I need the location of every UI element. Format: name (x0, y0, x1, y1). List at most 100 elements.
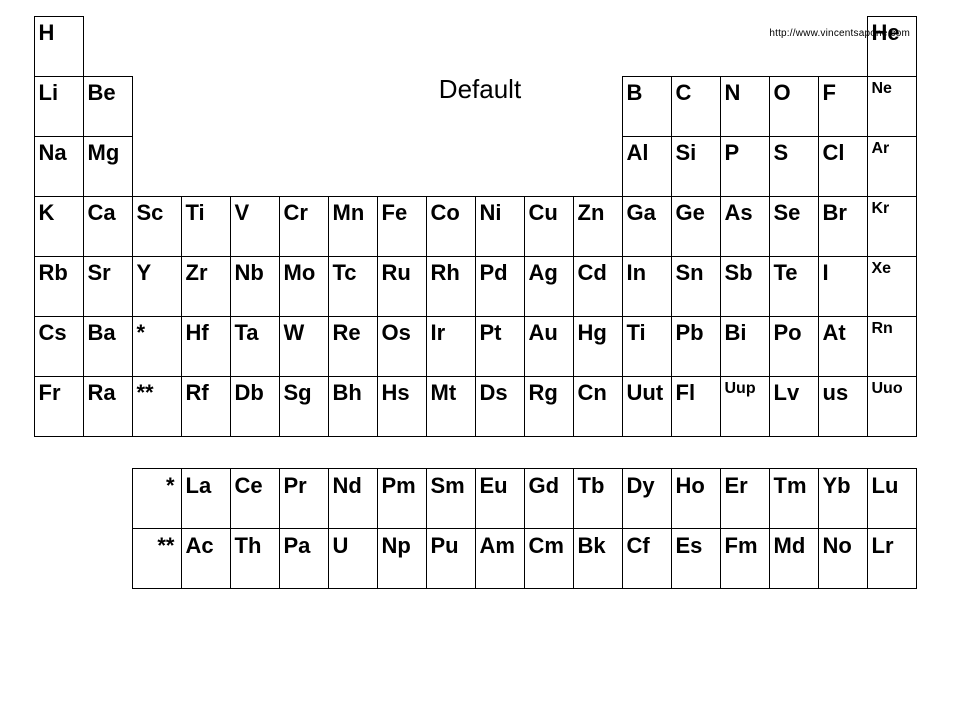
element-cell-k: K (34, 196, 84, 257)
empty-cell (230, 136, 279, 196)
element-cell-rh: Rh (426, 256, 476, 317)
empty-cell (377, 16, 426, 76)
element-cell-br: Br (818, 196, 868, 257)
element-cell-nd: Nd (328, 468, 378, 529)
element-cell-zn: Zn (573, 196, 623, 257)
empty-cell (279, 136, 328, 196)
element-cell-ge: Ge (671, 196, 721, 257)
element-cell-xe: Xe (867, 256, 917, 317)
empty-cell (377, 136, 426, 196)
element-cell-ds: Ds (475, 376, 525, 437)
element-cell-po: Po (769, 316, 819, 377)
element-cell-mo: Mo (279, 256, 329, 317)
empty-cell (230, 16, 279, 76)
empty-cell (573, 136, 622, 196)
element-cell-fe: Fe (377, 196, 427, 257)
element-cell-y: Y (132, 256, 182, 317)
element-cell-bh: Bh (328, 376, 378, 437)
element-cell-zr: Zr (181, 256, 231, 317)
credit-url: http://www.vincentsapone.com (769, 28, 910, 39)
element-cell-fm: Fm (720, 528, 770, 589)
element-cell-uup: Uup (720, 376, 770, 437)
element-cell-mt: Mt (426, 376, 476, 437)
empty-cell (426, 16, 475, 76)
element-cell-cl: Cl (818, 136, 868, 197)
f-block-series: *LaCePrNdPmSmEuGdTbDyHoErTmYbLu**AcThPaU… (132, 468, 916, 588)
element-cell-am: Am (475, 528, 525, 589)
empty-cell (671, 16, 720, 76)
element-cell-cd: Cd (573, 256, 623, 317)
empty-cell (573, 16, 622, 76)
element-cell-lu: Lu (867, 468, 917, 529)
empty-cell (328, 16, 377, 76)
series-marker: ** (132, 528, 182, 589)
element-cell-as: As (720, 196, 770, 257)
element-cell-hs: Hs (377, 376, 427, 437)
element-cell-no: No (818, 528, 868, 589)
empty-cell (622, 16, 671, 76)
element-cell-w: W (279, 316, 329, 377)
element-cell-u: U (328, 528, 378, 589)
element-cell-uuo: Uuo (867, 376, 917, 437)
element-cell-he: He (867, 16, 917, 77)
empty-cell (132, 16, 181, 76)
element-cell-cr: Cr (279, 196, 329, 257)
empty-cell (132, 136, 181, 196)
element-cell-sb: Sb (720, 256, 770, 317)
element-cell-rf: Rf (181, 376, 231, 437)
element-cell-dy: Dy (622, 468, 672, 529)
element-cell-md: Md (769, 528, 819, 589)
page-title: Default (0, 74, 960, 105)
element-cell-os: Os (377, 316, 427, 377)
element-cell-pt: Pt (475, 316, 525, 377)
element-cell-ac: Ac (181, 528, 231, 589)
element-cell-ce: Ce (230, 468, 280, 529)
element-cell-cs: Cs (34, 316, 84, 377)
element-cell-co: Co (426, 196, 476, 257)
element-cell-rg: Rg (524, 376, 574, 437)
element-cell-*: * (132, 316, 182, 377)
element-cell-tb: Tb (573, 468, 623, 529)
element-cell-kr: Kr (867, 196, 917, 257)
element-cell-us: us (818, 376, 868, 437)
empty-cell (818, 16, 867, 76)
element-cell-mn: Mn (328, 196, 378, 257)
element-cell-hg: Hg (573, 316, 623, 377)
empty-cell (426, 136, 475, 196)
element-cell-bk: Bk (573, 528, 623, 589)
series-marker: * (132, 468, 182, 529)
element-cell-np: Np (377, 528, 427, 589)
element-cell-at: At (818, 316, 868, 377)
element-cell-na: Na (34, 136, 84, 197)
element-cell-sm: Sm (426, 468, 476, 529)
empty-cell (328, 136, 377, 196)
empty-cell (475, 136, 524, 196)
element-cell-tc: Tc (328, 256, 378, 317)
element-cell-uut: Uut (622, 376, 672, 437)
element-cell-ti: Ti (181, 196, 231, 257)
empty-cell (83, 16, 132, 76)
element-cell-gd: Gd (524, 468, 574, 529)
element-cell-db: Db (230, 376, 280, 437)
element-cell-ir: Ir (426, 316, 476, 377)
element-cell-i: I (818, 256, 868, 317)
element-cell-p: P (720, 136, 770, 197)
element-cell-tm: Tm (769, 468, 819, 529)
empty-cell (475, 16, 524, 76)
empty-cell (524, 136, 573, 196)
element-cell-lv: Lv (769, 376, 819, 437)
element-cell-ta: Ta (230, 316, 280, 377)
element-cell-cf: Cf (622, 528, 672, 589)
empty-cell (524, 16, 573, 76)
element-cell-rb: Rb (34, 256, 84, 317)
element-cell-pr: Pr (279, 468, 329, 529)
element-cell-mg: Mg (83, 136, 133, 197)
element-cell-pu: Pu (426, 528, 476, 589)
element-cell-pm: Pm (377, 468, 427, 529)
element-cell-ru: Ru (377, 256, 427, 317)
element-cell-ni: Ni (475, 196, 525, 257)
element-cell-se: Se (769, 196, 819, 257)
empty-cell (181, 136, 230, 196)
element-cell-ca: Ca (83, 196, 133, 257)
element-cell-ag: Ag (524, 256, 574, 317)
